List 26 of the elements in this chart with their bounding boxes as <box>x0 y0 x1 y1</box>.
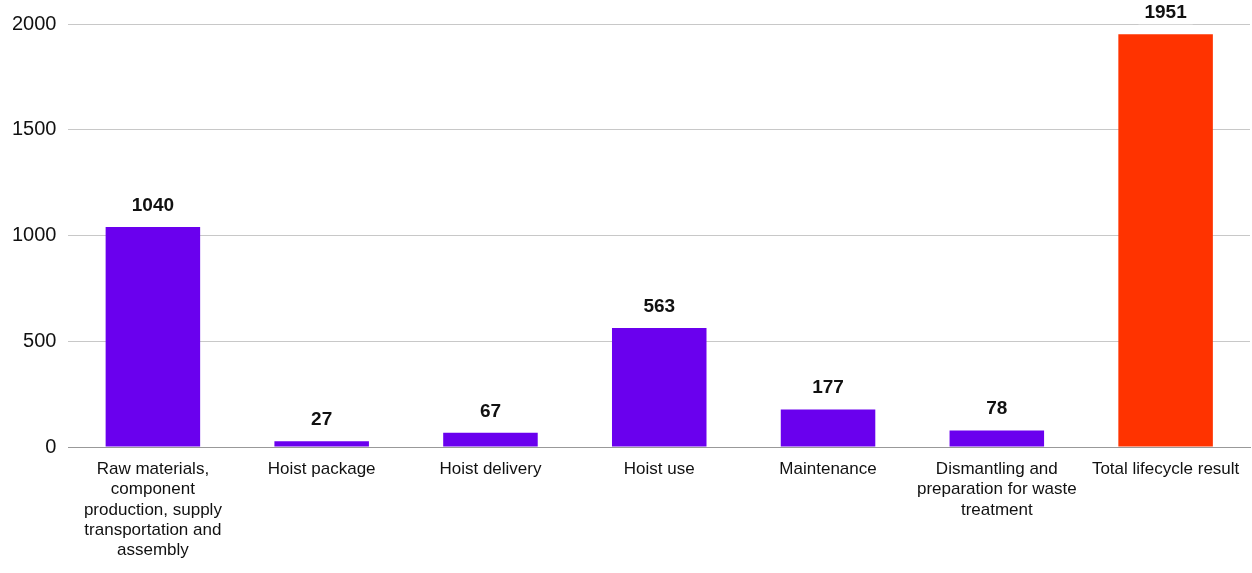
data-label: 1040 <box>131 193 175 215</box>
data-label: 1951 <box>1144 1 1188 23</box>
data-label: 563 <box>643 294 676 316</box>
y-tick-label: 1000 <box>11 223 57 246</box>
x-tick-label: Hoist delivery <box>439 458 542 478</box>
bar <box>274 441 369 447</box>
y-tick-label: 500 <box>23 328 57 351</box>
x-tick-label: Hoist package <box>267 458 376 478</box>
bar <box>105 227 201 447</box>
bar <box>949 430 1045 447</box>
bar <box>443 432 538 447</box>
bar <box>1118 34 1213 447</box>
bar <box>611 327 707 447</box>
data-label: 78 <box>986 397 1008 419</box>
y-tick-label: 0 <box>45 434 57 457</box>
bar <box>780 409 876 447</box>
y-tick-label: 1500 <box>11 117 57 140</box>
data-label: 67 <box>479 399 502 421</box>
x-tick-label: Maintenance <box>779 458 877 478</box>
x-tick-label: Total lifecycle result <box>1091 458 1240 478</box>
x-tick-label: Raw materials, component production, supply transportation and assembly <box>83 458 223 560</box>
x-tick-label: Dismantling and preparation for waste treatment <box>916 458 1077 519</box>
x-tick-label: Hoist use <box>623 458 695 478</box>
data-label: 177 <box>812 376 844 398</box>
y-tick-label: 2000 <box>11 11 57 34</box>
data-label: 27 <box>311 408 333 430</box>
